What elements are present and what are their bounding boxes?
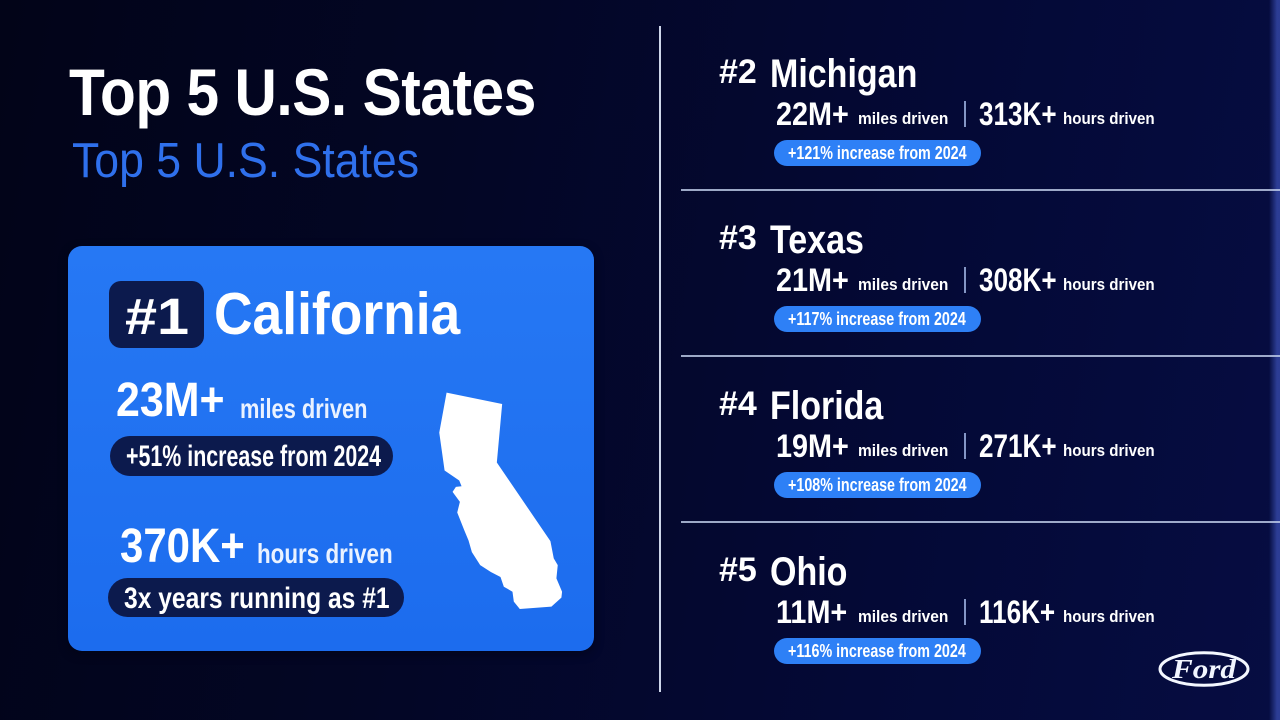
svg-text:Ford: Ford [1171,654,1237,684]
